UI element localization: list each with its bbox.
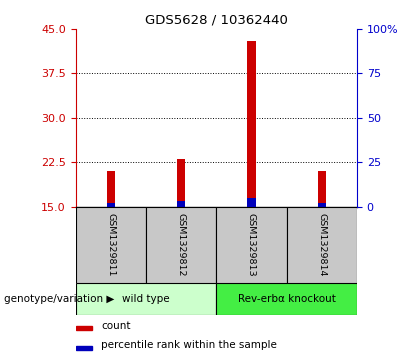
Text: Rev-erbα knockout: Rev-erbα knockout [238, 294, 336, 303]
Bar [76, 283, 216, 314]
Bar [247, 41, 256, 207]
Bar [107, 171, 115, 207]
Text: GSM1329814: GSM1329814 [318, 213, 326, 277]
Text: count: count [101, 321, 131, 331]
Bar [107, 203, 115, 207]
Bar [76, 207, 146, 283]
Text: percentile rank within the sample: percentile rank within the sample [101, 340, 277, 350]
Bar [216, 207, 286, 283]
Text: GSM1329811: GSM1329811 [106, 213, 115, 277]
Bar [247, 198, 256, 207]
Bar [177, 159, 185, 207]
Bar [216, 283, 357, 314]
Bar [286, 207, 357, 283]
Text: genotype/variation ▶: genotype/variation ▶ [4, 294, 115, 303]
Bar [177, 201, 185, 207]
Text: GSM1329813: GSM1329813 [247, 213, 256, 277]
Bar [76, 346, 92, 350]
Bar [76, 326, 92, 330]
Text: wild type: wild type [122, 294, 170, 303]
Bar [146, 207, 216, 283]
Text: GSM1329812: GSM1329812 [177, 213, 186, 277]
Title: GDS5628 / 10362440: GDS5628 / 10362440 [145, 13, 288, 26]
Bar [318, 171, 326, 207]
Bar [318, 203, 326, 207]
